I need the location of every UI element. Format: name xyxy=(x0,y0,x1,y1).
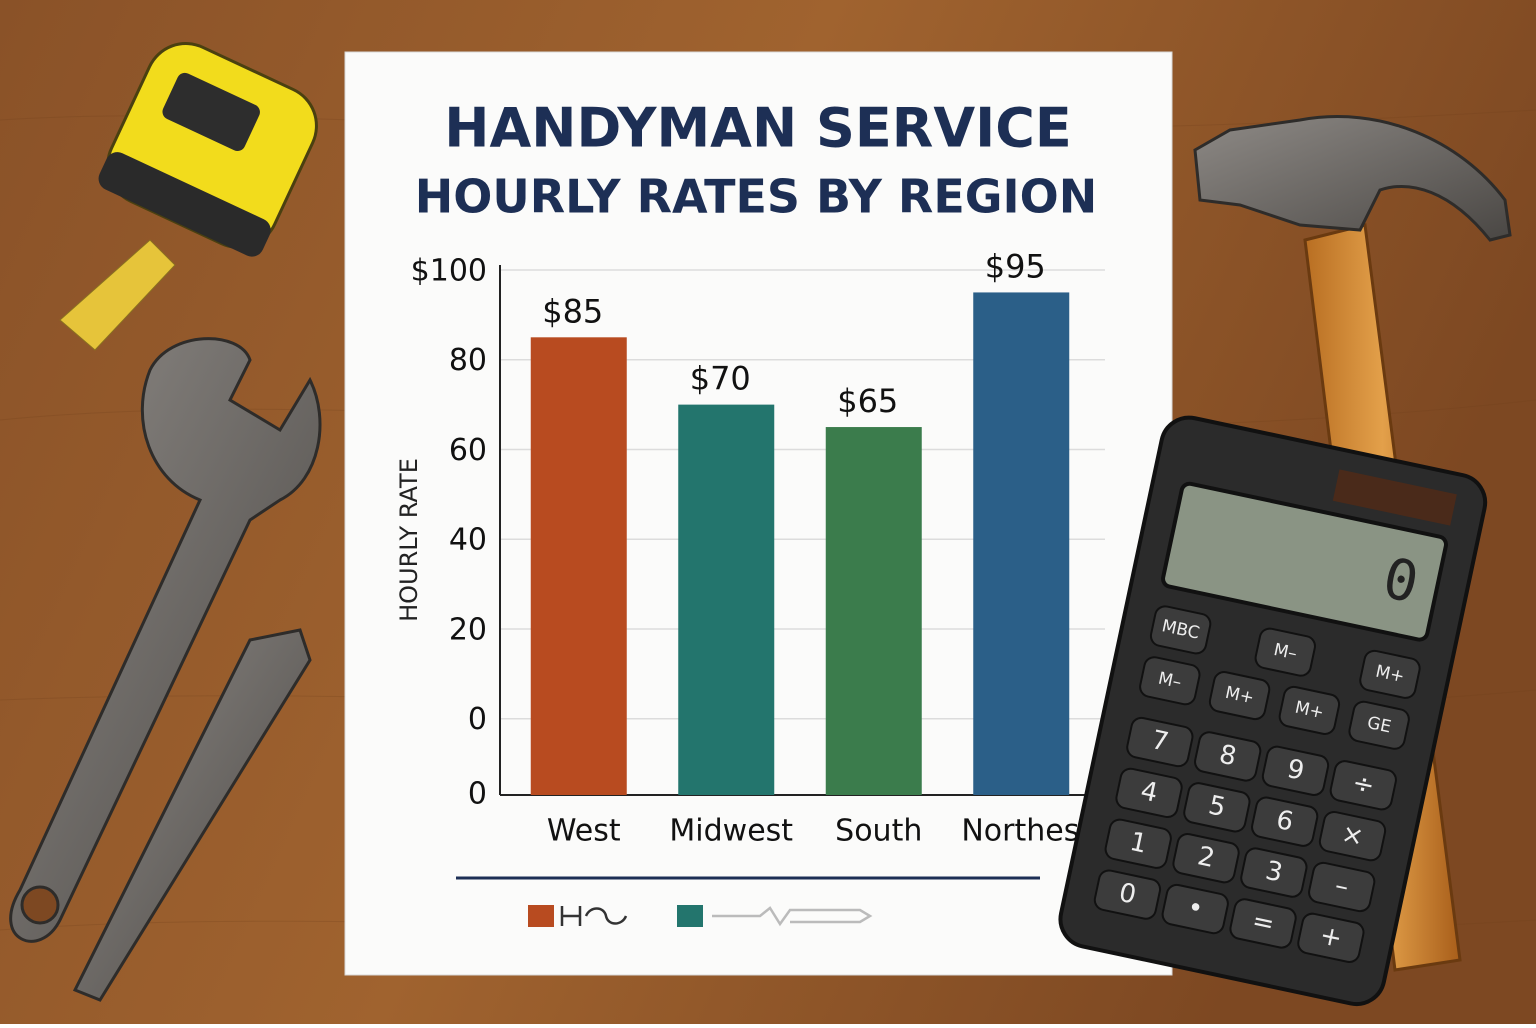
y-tick-label: 80 xyxy=(449,343,487,378)
calculator-key xyxy=(1208,671,1271,721)
y-baseline-label: 0 xyxy=(468,777,487,812)
calculator-key xyxy=(1172,833,1240,884)
calculator-key-label: 0 xyxy=(1116,878,1138,911)
calculator-key xyxy=(1194,731,1262,782)
data-label: $85 xyxy=(542,292,603,330)
bar xyxy=(973,292,1070,795)
solar-panel xyxy=(1332,469,1457,526)
calculator-key-label: M– xyxy=(1272,640,1299,664)
wrench xyxy=(9,337,322,1002)
calculator-key-label: 2 xyxy=(1195,841,1217,874)
x-tick-label: Northest xyxy=(961,814,1091,849)
calculator-key-label: 9 xyxy=(1284,754,1306,787)
y-tick-label: $100 xyxy=(411,254,487,289)
y-tick-label: 20 xyxy=(449,612,487,647)
legend-glyph xyxy=(712,906,873,927)
calculator-key xyxy=(1104,818,1172,869)
calculator-key xyxy=(1149,605,1212,655)
calculator-display xyxy=(1161,481,1448,642)
plot: $100 80 60 40 20 0 0 West $85 Midwest $70 South $65 N… xyxy=(411,247,1105,849)
data-label: $65 xyxy=(837,382,898,420)
calculator-key xyxy=(1318,810,1387,862)
x-tick-label: South xyxy=(835,814,922,849)
calculator-key xyxy=(1126,716,1194,768)
chart-title: HANDYMAN SERVICE xyxy=(444,97,1071,160)
tape-lock xyxy=(162,72,260,151)
calculator-key xyxy=(1161,883,1229,935)
y-axis-label: HOURLY RATE xyxy=(395,458,423,622)
calculator-key xyxy=(1251,796,1319,847)
y-tick-label: 60 xyxy=(449,433,487,468)
calculator-key xyxy=(1254,627,1316,677)
calculator-key xyxy=(1093,869,1162,920)
calculator-key-label: 5 xyxy=(1206,790,1228,823)
bar xyxy=(825,427,922,795)
calculator-key-label: 4 xyxy=(1138,776,1160,809)
calculator-key-label: 1 xyxy=(1127,827,1149,860)
calculator-key xyxy=(1229,898,1297,949)
x-tick-label: Midwest xyxy=(669,814,793,849)
calculator-key xyxy=(1359,649,1421,699)
legend-glyph xyxy=(560,906,628,926)
data-label: $95 xyxy=(985,247,1046,285)
calculator-key xyxy=(1329,760,1397,811)
calculator-key-label: • xyxy=(1185,892,1206,925)
calculator-key xyxy=(1115,767,1183,819)
calculator-key-label: GE xyxy=(1365,713,1393,738)
calculator-key xyxy=(1240,847,1308,898)
calculator-key xyxy=(1278,685,1341,735)
x-tick-label: West xyxy=(547,814,621,849)
legend-swatch xyxy=(677,905,703,927)
tape-measure xyxy=(59,42,318,351)
calculator-key xyxy=(1308,861,1376,913)
chart-subtitle: HOURLY RATES BY REGION xyxy=(415,170,1097,224)
calculator-key xyxy=(1139,656,1201,706)
calculator-key-label: 8 xyxy=(1217,740,1239,773)
calculator-key xyxy=(1348,700,1410,750)
calculator-key xyxy=(1261,745,1330,796)
bar xyxy=(530,337,627,795)
calculator-key-label: – xyxy=(1332,870,1351,902)
tape-blade xyxy=(59,239,176,351)
calculator-key-label: 3 xyxy=(1263,856,1285,889)
calculator-key xyxy=(1183,782,1251,833)
y-tick-label: 40 xyxy=(449,523,487,558)
calculator-key-label: 6 xyxy=(1274,805,1296,838)
calculator-key-label: 7 xyxy=(1149,725,1171,758)
data-label: $70 xyxy=(690,360,751,398)
legend-swatch xyxy=(528,905,554,927)
tape-base xyxy=(98,152,271,257)
calculator-key xyxy=(1297,912,1365,964)
y-tick-label: 0 xyxy=(468,702,487,737)
bar xyxy=(678,404,775,795)
hammer-head xyxy=(1193,115,1512,242)
calculator-key-label: M– xyxy=(1156,669,1183,693)
